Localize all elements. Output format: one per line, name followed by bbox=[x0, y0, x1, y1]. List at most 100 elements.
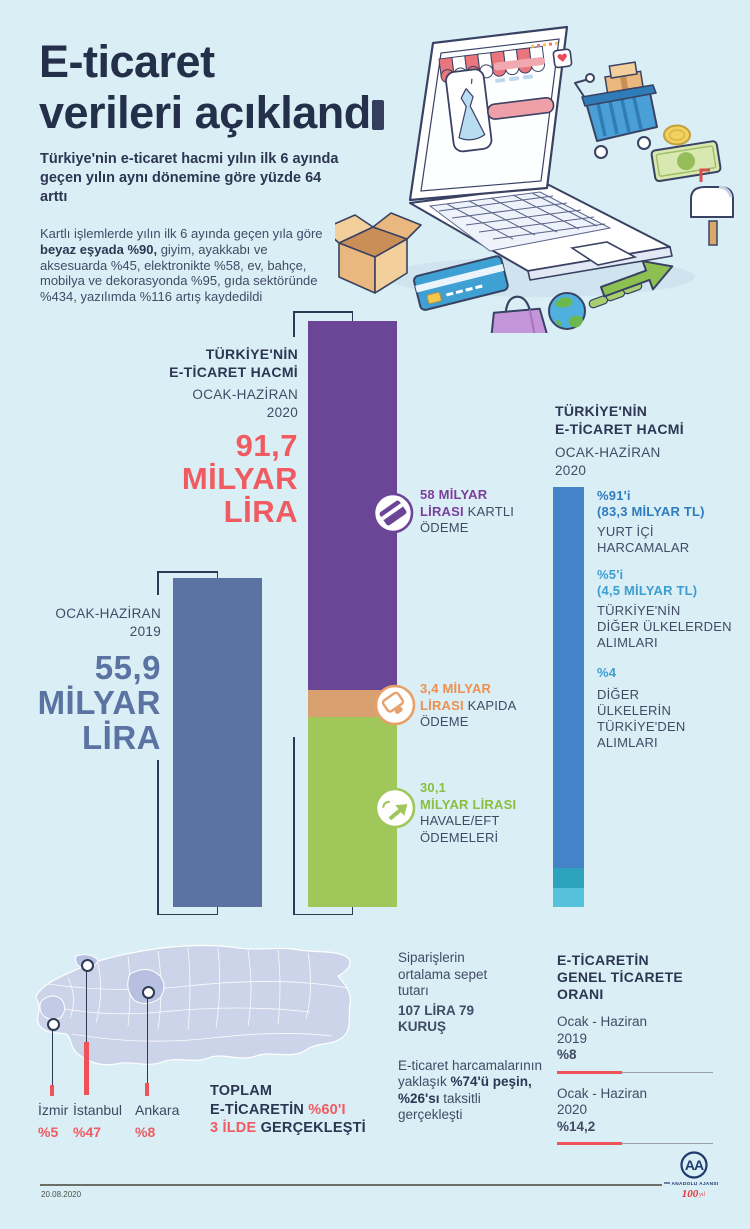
bracket-2020-bottom-h bbox=[293, 913, 353, 915]
ratio-row-2019: Ocak - Haziran 2019 %8 bbox=[557, 1014, 722, 1074]
payment-split-note: E-ticaret harcamalarının yaklaşık %74'ü … bbox=[398, 1057, 543, 1123]
globe-icon bbox=[548, 292, 586, 330]
label-2019-period: OCAK-HAZİRAN bbox=[55, 606, 161, 621]
aa-anniversary-suffix: yıl bbox=[698, 1192, 705, 1198]
banknote-icon bbox=[650, 140, 722, 183]
page-title-line1: E-ticaret bbox=[39, 36, 215, 87]
bracket-2020-bottom-tick bbox=[351, 907, 353, 915]
breakdown-bar-domestic bbox=[553, 487, 584, 868]
breakdown-item-domestic: %91'i (83,3 MİLYAR TL) YURT İÇİ HARCAMAL… bbox=[597, 488, 705, 555]
cash-on-delivery-icon bbox=[374, 684, 416, 726]
bracket-2020-top-tick bbox=[293, 311, 295, 337]
breakdown-item-exports: %4 DİĞER ÜLKELERİN TÜRKİYE'DEN ALIMLARI bbox=[597, 665, 686, 750]
page-title-line2: verileri açıklandı bbox=[39, 87, 383, 138]
mailbox-flag bbox=[699, 168, 710, 182]
basket-column: Siparişlerin ortalama sepet tutarı 107 L… bbox=[398, 950, 548, 1124]
product-dress-card bbox=[445, 68, 493, 153]
turkey-map bbox=[35, 944, 351, 1066]
city-izmir: İzmir %5 bbox=[38, 1102, 69, 1140]
ratio-column: E-TİCARETİN GENEL TİCARETE ORANI Ocak - … bbox=[557, 952, 722, 1157]
ratio-track-2020 bbox=[557, 1142, 713, 1145]
footer-date: 20.08.2020 bbox=[41, 1190, 82, 1199]
bracket-2019-bottom-tick bbox=[216, 907, 218, 915]
city-ankara: Ankara %8 bbox=[135, 1102, 180, 1140]
basket-intro: Siparişlerin ortalama sepet tutarı bbox=[398, 950, 488, 998]
laptop-screen bbox=[408, 25, 573, 202]
label-2020-title-line1: TÜRKİYE'NİN bbox=[205, 346, 298, 362]
label-2019-block: OCAK-HAZİRAN 2019 55,9 MİLYAR LİRA bbox=[22, 605, 161, 755]
footer-divider bbox=[40, 1184, 662, 1186]
growth-arrow-icon bbox=[600, 260, 674, 298]
aa-logo-circle bbox=[680, 1151, 708, 1179]
ankara-connector bbox=[146, 995, 148, 1083]
bracket-2019-top bbox=[157, 571, 218, 573]
label-2020-title-line2: E-TİCARET HACMİ bbox=[169, 363, 298, 380]
growth-dashes bbox=[588, 281, 643, 309]
dress-icon bbox=[458, 78, 486, 141]
izmir-connector bbox=[51, 1027, 53, 1085]
mailbox-icon bbox=[690, 168, 734, 246]
dark-slab bbox=[372, 100, 384, 130]
paragraph-bold-highlight: beyaz eşyada %90, bbox=[40, 241, 158, 257]
izmir-red-bar bbox=[50, 1085, 54, 1096]
heart-icon bbox=[557, 53, 567, 62]
annotation-card-payment: 58 MİLYAR LİRASI KARTLI ÖDEME bbox=[420, 487, 515, 535]
keyboard-keys bbox=[428, 191, 612, 252]
label-2020-year: 2020 bbox=[266, 404, 298, 420]
basket-amount: 107 LİRA 79 KURUŞ bbox=[398, 1002, 475, 1035]
money-transfer-icon bbox=[374, 787, 416, 829]
heart-button bbox=[552, 48, 573, 69]
ratio-red-2019 bbox=[557, 1070, 622, 1074]
screen-dots bbox=[531, 41, 559, 48]
shopping-cart-icon bbox=[574, 61, 658, 159]
bracket-2020-bottom-v bbox=[293, 737, 295, 915]
credit-card-illustration bbox=[413, 255, 509, 311]
bracket-2019-bottom-v bbox=[157, 760, 159, 915]
izmir-marker bbox=[47, 1018, 60, 1031]
laptop-base bbox=[409, 184, 673, 281]
cardboard-box-icon bbox=[335, 212, 422, 294]
aa-agency-name: ANADOLU AJANSI bbox=[672, 1181, 719, 1187]
annotation-transfer-payment: 30,1 MİLYAR LİRASI HAVALE/EFT ÖDEMELERİ bbox=[420, 780, 517, 845]
shopping-bag-icon bbox=[489, 295, 551, 333]
ankara-red-bar bbox=[145, 1083, 149, 1096]
screen-search-bar bbox=[487, 57, 555, 120]
credit-card-payment-icon bbox=[372, 492, 414, 534]
city-istanbul: İstanbul %47 bbox=[73, 1102, 123, 1140]
bracket-2019-bottom-h bbox=[157, 913, 218, 915]
aa-logo-letters: AA bbox=[685, 1157, 704, 1173]
aa-logo: AA ANADOLU AJANSI 100 yıl bbox=[664, 1151, 719, 1200]
total-share-note: TOPLAM E-TİCARETİN %60'I 3 İLDE GERÇEKLE… bbox=[210, 1083, 366, 1136]
breakdown-heading: TÜRKİYE'NİN E-TİCARET HACMİ OCAK-HAZİRAN… bbox=[555, 403, 684, 478]
bracket-2020-top-tick2 bbox=[351, 311, 353, 321]
page-title: E-ticaret verileri açıklandı bbox=[39, 36, 399, 138]
bracket-2020-top bbox=[293, 311, 353, 313]
izmir-province bbox=[39, 995, 66, 1020]
annotation-door-payment: 3,4 MİLYAR LİRASI KAPIDA ÖDEME bbox=[420, 681, 517, 729]
intro-paragraph: Kartlı işlemlerde yılın ilk 6 ayında geç… bbox=[40, 226, 323, 305]
subtitle: Türkiye'nin e-ticaret hacmi yılın ilk 6 … bbox=[40, 151, 339, 205]
ratio-red-2020 bbox=[557, 1142, 622, 1145]
turkey-silhouette bbox=[35, 944, 351, 1066]
label-2020-period: OCAK-HAZİRAN bbox=[192, 387, 298, 402]
breakdown-item-imports: %5'i (4,5 MİLYAR TL) TÜRKİYE'NİN DİĞER Ü… bbox=[597, 567, 732, 650]
ankara-marker bbox=[142, 986, 155, 999]
label-2019-year: 2019 bbox=[129, 623, 161, 639]
istanbul-red-bar bbox=[83, 1042, 89, 1095]
istanbul-connector bbox=[85, 968, 87, 1042]
breakdown-bar-imports bbox=[553, 868, 584, 888]
ratio-track-2019 bbox=[557, 1070, 713, 1074]
value-2020: 91,7 MİLYAR LİRA bbox=[181, 428, 298, 529]
value-2019: 55,9 MİLYAR LİRA bbox=[37, 649, 161, 756]
breakdown-bar-exports bbox=[553, 888, 584, 907]
istanbul-marker bbox=[81, 959, 94, 972]
trackpad bbox=[569, 241, 638, 266]
label-2020-block: TÜRKİYE'NİN E-TİCARET HACMİ OCAK-HAZİRAN… bbox=[135, 346, 298, 528]
aa-anniversary: 100 bbox=[682, 1188, 699, 1200]
bracket-2019-top-tick2 bbox=[216, 571, 218, 578]
coin-icon bbox=[663, 124, 691, 146]
ratio-row-2020: Ocak - Haziran 2020 %14,2 bbox=[557, 1086, 722, 1145]
bracket-2019-top-tick bbox=[157, 571, 159, 595]
bar-2019 bbox=[173, 578, 262, 907]
